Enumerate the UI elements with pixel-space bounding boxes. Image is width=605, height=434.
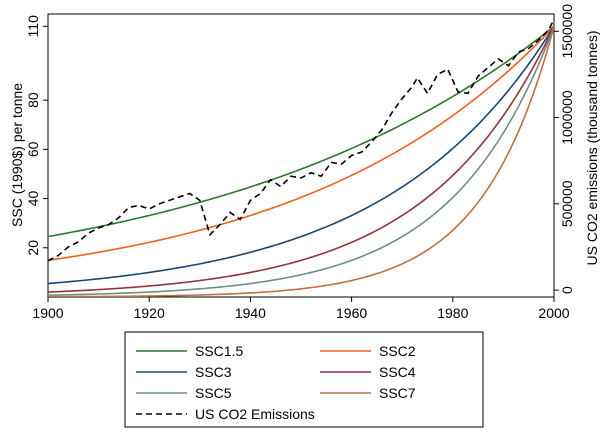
x-tick-label: 1920	[134, 305, 165, 321]
series-line-ssc1-5	[48, 25, 554, 238]
series-line-ssc7	[48, 26, 554, 297]
y2-tick-label: 1000000	[559, 90, 575, 145]
y2-tick-label: 0	[559, 286, 575, 294]
plot-frame	[47, 13, 555, 298]
series-line-us-co2-emissions	[48, 18, 554, 262]
y2-tick-label: 500000	[559, 180, 575, 227]
y-tick-label: 80	[25, 92, 41, 108]
legend-item: US CO2 Emissions	[136, 406, 315, 422]
legend-label: SSC7	[379, 385, 416, 401]
y2-tick-label: 1500000	[559, 4, 575, 59]
legend-label: SSC4	[379, 364, 416, 380]
legend-item: SSC1.5	[136, 343, 243, 359]
y-axis-left: 20 40 60 80 110	[25, 15, 48, 256]
y-tick-label: 60	[25, 141, 41, 157]
legend-label: SSC1.5	[195, 343, 243, 359]
legend-label: SSC2	[379, 343, 416, 359]
series-line-ssc2	[48, 25, 554, 262]
legend-label: SSC5	[195, 385, 232, 401]
legend-label: US CO2 Emissions	[195, 406, 315, 422]
legend-box	[124, 331, 484, 428]
x-tick-label: 1900	[32, 305, 63, 321]
series-line-ssc3	[48, 25, 554, 285]
y2-axis-title: US CO2 emissions (thousand tonnes)	[584, 31, 600, 266]
legend-item: SSC7	[320, 385, 416, 401]
x-tick-label: 1940	[235, 305, 266, 321]
y-tick-label: 20	[25, 240, 41, 256]
x-tick-label: 1960	[336, 305, 367, 321]
y-tick-label: 110	[25, 15, 41, 38]
series-line-ssc5	[48, 26, 554, 296]
series-line-ssc4	[48, 25, 554, 293]
legend-item: SSC2	[320, 343, 416, 359]
legend-item: SSC4	[320, 364, 416, 380]
series-layer	[48, 18, 554, 297]
x-axis: 1900 1920 1940 1960 1980 2000	[32, 297, 570, 321]
legend-label: SSC3	[195, 364, 232, 380]
legend-item: SSC5	[136, 385, 232, 401]
y-axis-title: SSC (1990$) per tonne	[9, 83, 25, 227]
y-axis-right: 0 500000 1000000 1500000	[554, 4, 575, 294]
x-tick-label: 1980	[437, 305, 468, 321]
legend: SSC1.5 SSC2 SSC3 SSC4 SSC5 SSC7 US CO2 Emissio…	[124, 331, 484, 428]
x-tick-label: 2000	[538, 305, 569, 321]
legend-item: SSC3	[136, 364, 232, 380]
plot-area	[47, 13, 555, 298]
y-tick-label: 40	[25, 191, 41, 207]
